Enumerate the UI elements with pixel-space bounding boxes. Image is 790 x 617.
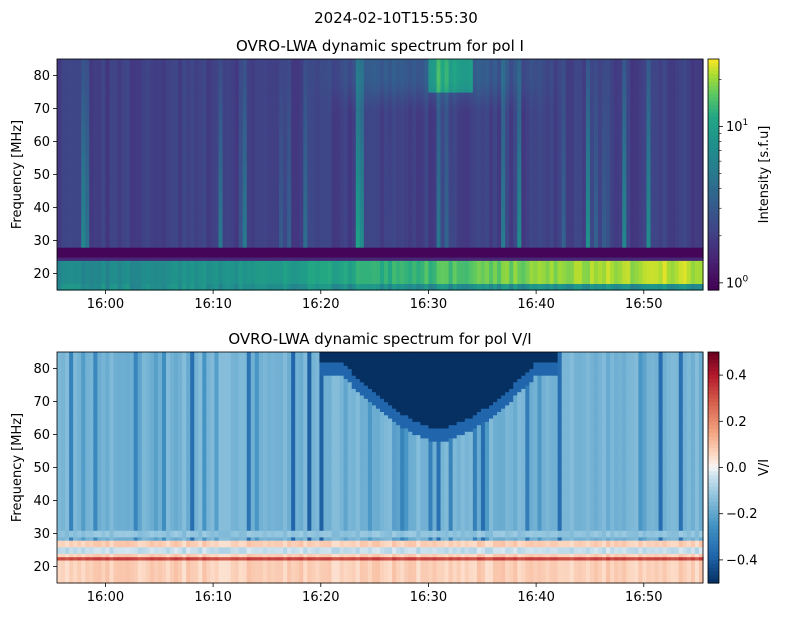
panel-intensity: OVRO-LWA dynamic spectrum for pol I 16:00… — [10, 37, 772, 312]
x-tick-label: 16:20 — [302, 297, 339, 312]
y-tick-label: 40 — [33, 494, 50, 509]
x-tick-label: 16:50 — [625, 297, 662, 312]
colorbar-label: V/I — [757, 459, 772, 476]
y-tick-label: 50 — [33, 461, 50, 476]
colorbar: 0.4 0.2 0.0 −0.2 −0.4 V/I — [708, 352, 772, 584]
x-tick-label: 16:30 — [410, 590, 447, 605]
y-tick-label: 40 — [33, 201, 50, 216]
colorbar-tick-label: 0.4 — [726, 369, 747, 384]
y-tick-label: 20 — [33, 267, 50, 282]
x-tick-label: 16:50 — [625, 590, 662, 605]
colorbar-tick-label: 0.2 — [726, 415, 747, 430]
panel-title: OVRO-LWA dynamic spectrum for pol I — [236, 37, 524, 55]
y-tick-label: 50 — [33, 168, 50, 183]
y-tick-label: 60 — [33, 428, 50, 443]
colorbar-tick-label: −0.2 — [726, 507, 758, 522]
colorbar-tick-label: 100 — [726, 274, 749, 291]
x-tick-label: 16:00 — [87, 590, 124, 605]
y-tick-label: 60 — [33, 135, 50, 150]
x-tick-label: 16:40 — [517, 297, 554, 312]
y-tick-label: 30 — [33, 234, 50, 249]
y-tick-label: 80 — [33, 69, 50, 84]
colorbar-tick-label: −0.4 — [726, 553, 758, 568]
x-tick-label: 16:30 — [410, 297, 447, 312]
y-tick-label: 30 — [33, 527, 50, 542]
x-tick-label: 16:10 — [194, 297, 231, 312]
heatmap-cells — [57, 59, 704, 291]
colorbar-tick-label: 0.0 — [726, 461, 747, 476]
y-tick-label: 70 — [33, 102, 50, 117]
heatmap-cells — [57, 352, 704, 584]
colorbar: 100 101 Intensity [s.f.u] — [708, 59, 772, 291]
y-axis-label: Frequency [MHz] — [10, 120, 25, 229]
colorbar-tick-label: 101 — [726, 118, 748, 135]
y-axis-label: Frequency [MHz] — [10, 413, 25, 522]
figure-suptitle: 2024-02-10T15:55:30 — [314, 9, 478, 27]
x-tick-label: 16:40 — [517, 590, 554, 605]
y-tick-label: 70 — [33, 395, 50, 410]
x-tick-label: 16:00 — [87, 297, 124, 312]
y-tick-label: 80 — [33, 362, 50, 377]
y-tick-label: 20 — [33, 560, 50, 575]
panel-vi: OVRO-LWA dynamic spectrum for pol V/I 16:… — [10, 330, 772, 605]
x-tick-label: 16:10 — [194, 590, 231, 605]
colorbar-label: Intensity [s.f.u] — [757, 126, 772, 224]
x-tick-label: 16:20 — [302, 590, 339, 605]
panel-title: OVRO-LWA dynamic spectrum for pol V/I — [228, 330, 531, 348]
